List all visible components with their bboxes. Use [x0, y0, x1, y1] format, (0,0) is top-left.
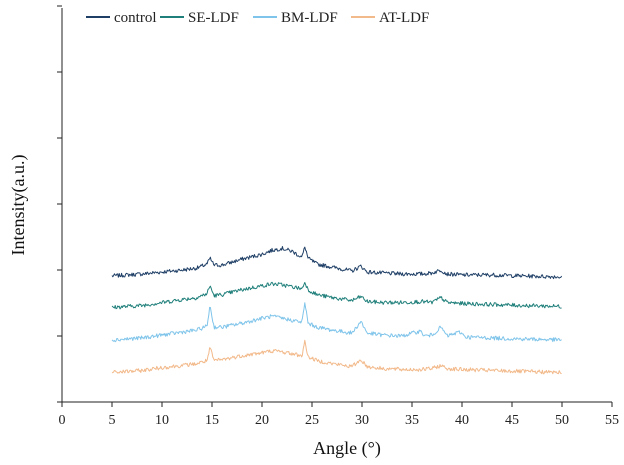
series-line-bm-ldf: [111, 302, 562, 343]
x-tick-label: 40: [455, 413, 469, 428]
series-line-se-ldf: [111, 281, 562, 310]
y-axis-title: Intensity(a.u.): [8, 155, 29, 256]
x-axis-title: Angle (°): [313, 438, 381, 459]
x-tick-label: 20: [255, 413, 269, 428]
series-layer: [111, 246, 563, 375]
legend-label: AT-LDF: [379, 10, 429, 26]
legend: control SE-LDF BM-LDF AT-LDF: [86, 10, 429, 26]
series-line-control: [111, 246, 563, 280]
legend-label: BM-LDF: [281, 10, 338, 26]
x-tick-label: 50: [555, 413, 569, 428]
x-tick-label: 0: [59, 413, 66, 428]
x-tick-label: 30: [355, 413, 369, 428]
axes: 0 5 10 15 20 25 30 35 40 45 50 55: [57, 5, 619, 428]
series-line-at-ldf: [111, 339, 562, 375]
x-tick-label: 35: [405, 413, 419, 428]
x-tick-label: 25: [305, 413, 319, 428]
x-tick-label: 15: [205, 413, 219, 428]
x-tick-label: 45: [505, 413, 519, 428]
y-ticks: [57, 5, 62, 403]
x-ticks: 0 5 10 15 20 25 30 35 40 45 50 55: [59, 402, 619, 428]
x-tick-label: 55: [605, 413, 619, 428]
legend-label: SE-LDF: [188, 10, 239, 26]
legend-label: control: [114, 10, 157, 26]
x-tick-label: 10: [155, 413, 169, 428]
x-tick-label: 5: [109, 413, 116, 428]
